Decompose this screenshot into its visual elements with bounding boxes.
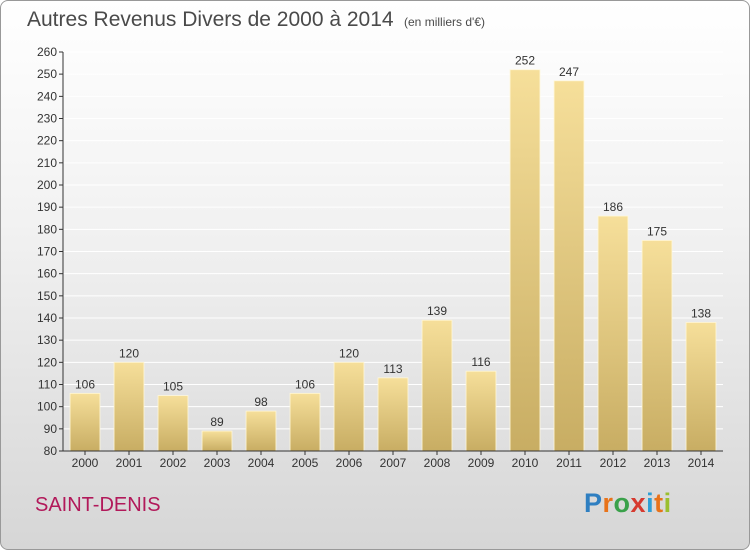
place-name: SAINT-DENIS: [35, 494, 161, 516]
bar: [245, 410, 277, 452]
x-tick-label: 2011: [556, 456, 582, 470]
x-tick-label: 2006: [336, 456, 363, 470]
data-label: 120: [339, 346, 359, 360]
bar-layer: [69, 69, 717, 452]
chart-unit: (en milliers d'€): [404, 15, 485, 29]
chart-title: Autres Revenus Divers de 2000 à 2014: [27, 8, 394, 31]
data-label: 247: [559, 65, 579, 79]
x-tick-label: 2005: [292, 456, 319, 470]
data-label: 113: [383, 362, 402, 376]
logo-letter: r: [602, 488, 614, 518]
x-tick-label: 2010: [512, 456, 539, 470]
bar: [157, 395, 189, 452]
y-tick-label: 120: [37, 355, 57, 369]
data-label: 105: [163, 380, 183, 394]
y-tick-label: 110: [38, 378, 57, 392]
data-label: 139: [427, 304, 447, 318]
data-label: 106: [295, 377, 315, 391]
bar: [465, 370, 497, 452]
bar: [289, 392, 321, 452]
logo-letter: t: [654, 488, 664, 518]
x-tick-label: 2004: [248, 456, 275, 470]
logo-letter: i: [663, 488, 672, 518]
y-tick-label: 90: [44, 422, 58, 436]
data-label: 138: [691, 306, 711, 320]
bar: [685, 322, 717, 452]
bar: [509, 69, 541, 452]
y-tick-label: 100: [37, 400, 57, 414]
data-label: 175: [647, 224, 667, 238]
data-label: 120: [119, 346, 139, 360]
bar: [69, 392, 101, 452]
y-tick-label: 180: [37, 222, 57, 236]
data-label: 252: [515, 54, 535, 68]
y-tick-label: 200: [37, 178, 57, 192]
y-tick-label: 160: [37, 267, 57, 281]
logo-letter: x: [630, 488, 647, 518]
bar: [377, 377, 409, 452]
logo-letter: o: [613, 488, 631, 518]
x-tick-label: 2012: [600, 456, 627, 470]
proxiti-logo: Proxiti: [584, 488, 672, 519]
y-tick-label: 150: [37, 289, 57, 303]
y-tick-label: 130: [37, 333, 57, 347]
data-label: 116: [471, 355, 490, 369]
x-tick-label: 2014: [688, 456, 715, 470]
title-row: Autres Revenus Divers de 2000 à 2014 (en…: [27, 8, 485, 32]
y-tick-label: 220: [37, 134, 57, 148]
data-label: 98: [254, 395, 268, 409]
logo-letter: P: [584, 488, 603, 518]
axis-layer: 8090100110120130140150160170180190200210…: [37, 45, 723, 470]
x-tick-label: 2001: [116, 456, 143, 470]
y-tick-label: 190: [37, 200, 57, 214]
x-tick-label: 2013: [644, 456, 671, 470]
x-tick-label: 2003: [204, 456, 231, 470]
x-tick-label: 2002: [160, 456, 187, 470]
x-tick-label: 2009: [468, 456, 495, 470]
y-tick-label: 210: [37, 156, 57, 170]
x-tick-label: 2000: [72, 456, 99, 470]
x-tick-label: 2008: [424, 456, 451, 470]
data-label: 186: [603, 200, 623, 214]
bar: [641, 240, 673, 452]
data-label: 89: [210, 415, 224, 429]
y-tick-label: 80: [44, 444, 58, 458]
bar: [113, 361, 145, 452]
bar: [553, 80, 585, 452]
y-tick-label: 260: [37, 45, 57, 59]
bar: [333, 361, 365, 452]
logo-letter: i: [646, 488, 655, 518]
bar: [421, 319, 453, 452]
y-tick-label: 250: [37, 67, 57, 81]
bar: [201, 430, 233, 452]
y-tick-label: 240: [37, 89, 57, 103]
bar: [597, 215, 629, 452]
y-tick-label: 140: [37, 311, 57, 325]
y-tick-label: 170: [37, 245, 57, 259]
y-tick-label: 230: [37, 112, 57, 126]
x-tick-label: 2007: [380, 456, 407, 470]
data-label: 106: [75, 377, 95, 391]
